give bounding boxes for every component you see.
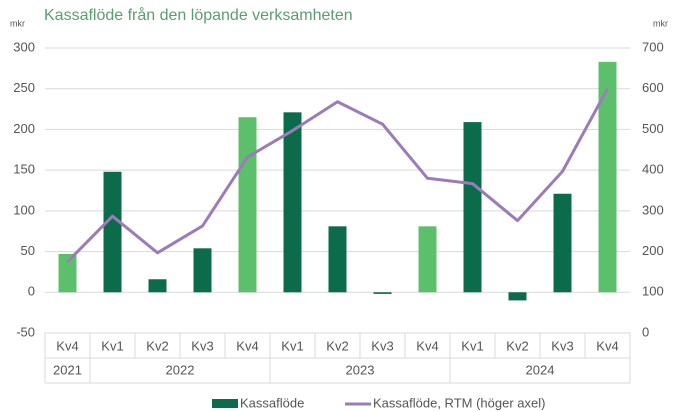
year-label: 2022 (166, 362, 195, 377)
y-tick-label: 300 (13, 39, 35, 54)
bar (463, 122, 482, 293)
x-tick-label: Kv4 (236, 338, 258, 353)
y2-tick-label: 500 (642, 121, 664, 136)
y-tick-label: 150 (13, 162, 35, 177)
line (66, 87, 609, 263)
y-unit: mkr (10, 18, 25, 28)
bar (418, 226, 437, 293)
y2-tick-label: 600 (642, 80, 664, 95)
bar (508, 292, 527, 301)
y2-tick-label: 700 (642, 39, 664, 54)
x-tick-label: Kv1 (281, 338, 303, 353)
x-tick-label: Kv1 (461, 338, 483, 353)
x-tick-label: Kv4 (56, 338, 78, 353)
y2-tick-label: 0 (642, 324, 649, 339)
y-tick-label: 250 (13, 80, 35, 95)
bar (283, 112, 302, 293)
x-tick-label: Kv2 (326, 338, 348, 353)
x-tick-label: Kv2 (506, 338, 528, 353)
bar (58, 254, 77, 293)
x-tick-label: Kv3 (551, 338, 573, 353)
x-tick-label: Kv4 (596, 338, 618, 353)
legend-key (212, 399, 238, 408)
x-tick-label: Kv2 (146, 338, 168, 353)
y2-tick-label: 400 (642, 162, 664, 177)
y-tick-label: 200 (13, 121, 35, 136)
bar (373, 292, 392, 294)
year-label: 2023 (346, 362, 375, 377)
legend-label: Kassaflöde, RTM (höger axel) (373, 395, 545, 410)
bar (553, 193, 572, 293)
bar (148, 279, 167, 293)
year-label: 2021 (53, 362, 82, 377)
x-tick-label: Kv3 (191, 338, 213, 353)
bar (328, 226, 347, 293)
bar (193, 248, 212, 293)
y2-unit: mkr (653, 18, 668, 28)
x-tick-label: Kv1 (101, 338, 123, 353)
y2-tick-label: 300 (642, 202, 664, 217)
y2-tick-label: 100 (642, 284, 664, 299)
y-tick-label: -50 (16, 324, 35, 339)
x-tick-label: Kv3 (371, 338, 393, 353)
bar (103, 171, 122, 293)
y-tick-label: 50 (21, 243, 35, 258)
year-label: 2024 (526, 362, 555, 377)
bar (238, 117, 257, 293)
bar (598, 61, 617, 293)
y-tick-label: 0 (28, 284, 35, 299)
y-tick-label: 100 (13, 202, 35, 217)
y2-tick-label: 200 (642, 243, 664, 258)
legend-label: Kassaflöde (240, 395, 304, 410)
chart-title: Kassaflöde från den löpande verksamheten (44, 6, 353, 24)
x-tick-label: Kv4 (416, 338, 438, 353)
